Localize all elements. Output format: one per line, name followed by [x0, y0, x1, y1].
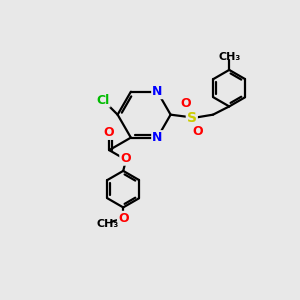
- Text: S: S: [187, 111, 197, 124]
- Text: N: N: [152, 85, 163, 98]
- Text: CH₃: CH₃: [97, 219, 119, 229]
- Text: O: O: [118, 212, 128, 225]
- Text: O: O: [104, 126, 115, 139]
- Text: O: O: [181, 97, 191, 110]
- Text: O: O: [192, 125, 203, 138]
- Text: Cl: Cl: [96, 94, 110, 106]
- Text: CH₃: CH₃: [218, 52, 240, 62]
- Text: O: O: [120, 152, 131, 165]
- Text: N: N: [152, 131, 163, 144]
